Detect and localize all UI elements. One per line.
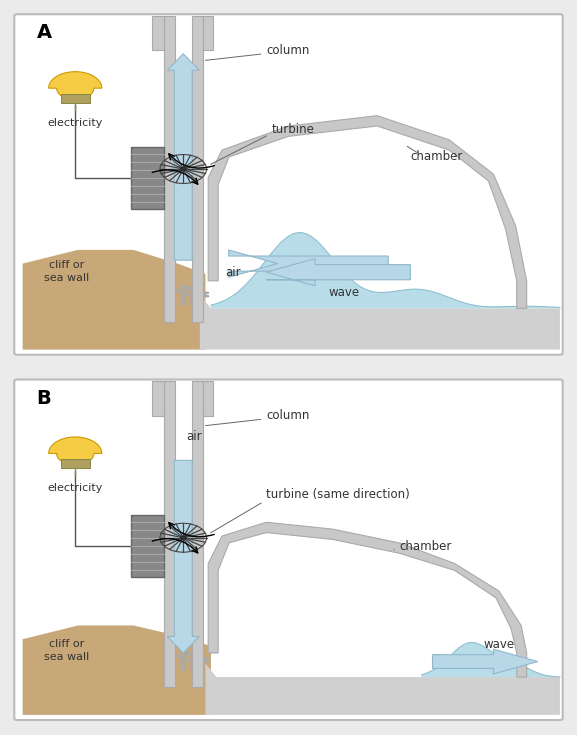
Bar: [164, 16, 175, 322]
Polygon shape: [23, 625, 211, 715]
Text: turbine (same direction): turbine (same direction): [267, 488, 410, 501]
Bar: [164, 381, 175, 687]
Polygon shape: [200, 295, 560, 350]
Polygon shape: [228, 250, 388, 277]
Polygon shape: [23, 250, 205, 350]
Polygon shape: [205, 663, 560, 715]
Polygon shape: [48, 437, 102, 465]
Text: electricity: electricity: [47, 118, 103, 128]
Polygon shape: [211, 232, 560, 308]
Circle shape: [181, 536, 186, 539]
Text: chamber: chamber: [399, 539, 452, 553]
Polygon shape: [152, 16, 164, 50]
Text: wave: wave: [484, 638, 515, 650]
FancyBboxPatch shape: [14, 379, 563, 720]
FancyBboxPatch shape: [14, 14, 563, 355]
Circle shape: [181, 168, 186, 171]
Text: wave: wave: [328, 286, 359, 299]
Bar: [130, 515, 164, 577]
Polygon shape: [267, 259, 410, 286]
Bar: [192, 381, 203, 687]
Text: air: air: [225, 265, 241, 279]
Bar: [61, 459, 90, 468]
Text: chamber: chamber: [410, 151, 463, 163]
Text: air: air: [186, 430, 202, 442]
Polygon shape: [167, 460, 199, 653]
Text: cliff or
sea wall: cliff or sea wall: [44, 260, 89, 283]
Polygon shape: [167, 54, 199, 260]
Text: turbine: turbine: [272, 123, 315, 136]
Polygon shape: [421, 642, 560, 677]
Text: column: column: [267, 409, 310, 422]
Text: electricity: electricity: [47, 484, 103, 493]
Polygon shape: [203, 381, 212, 415]
Polygon shape: [203, 16, 212, 50]
Bar: [61, 94, 90, 103]
Text: cliff or
sea wall: cliff or sea wall: [44, 639, 89, 662]
Polygon shape: [152, 381, 164, 415]
Bar: [130, 147, 164, 209]
Polygon shape: [208, 523, 527, 677]
Polygon shape: [48, 72, 102, 100]
Bar: [192, 16, 203, 322]
Text: A: A: [36, 24, 51, 43]
Polygon shape: [433, 649, 538, 674]
Polygon shape: [208, 115, 527, 308]
Text: column: column: [267, 44, 310, 57]
Text: B: B: [36, 389, 51, 408]
